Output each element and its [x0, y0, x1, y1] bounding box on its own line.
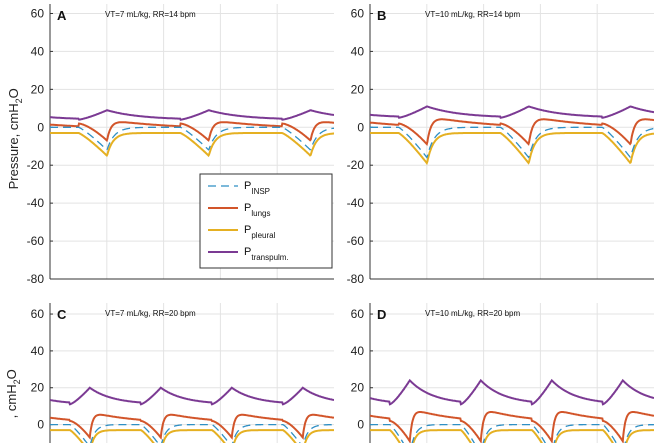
y-tick-label: 60 [31, 307, 45, 321]
legend: PINSP Plungs Ppleural Ptranspulm. [199, 173, 333, 269]
y-tick-label: -60 [27, 234, 45, 248]
series-pleural [370, 429, 654, 443]
legend-label: Ppleural [244, 224, 276, 240]
series-transpulm [50, 109, 334, 121]
panel-letter: D [377, 307, 386, 322]
panel-b: 60 40 20 0 -20 -40 -60 -80 B VT=10 mL/kg, RR=14 b… [347, 4, 654, 286]
y-tick-label: 20 [351, 381, 365, 395]
y-tick-label: 40 [31, 344, 45, 358]
panel-letter: C [57, 307, 67, 322]
y-tick-label: -20 [27, 158, 45, 172]
panel-subtitle: VT=7 mL/kg, RR=14 bpm [105, 10, 196, 19]
panel-subtitle: VT=10 mL/kg, RR=14 bpm [425, 10, 520, 19]
y-tick-label: 0 [37, 120, 44, 134]
series-insp [370, 423, 654, 443]
series-transpulm [50, 386, 334, 406]
series-lungs [50, 413, 334, 440]
plot-area [370, 4, 654, 279]
y-tick-label: 40 [351, 344, 365, 358]
legend-label: Plungs [244, 202, 270, 218]
y-tick-label: 20 [351, 82, 365, 96]
panel-c: 60 40 20 0 C VT=7 mL/kg, RR=20 bpm [31, 303, 334, 443]
y-tick-label: 0 [357, 120, 364, 134]
panel-letter: A [57, 8, 67, 23]
series-pleural [50, 132, 334, 158]
series-lungs [50, 121, 334, 143]
y-tick-label: 40 [31, 44, 45, 58]
y-tick-label: 0 [357, 418, 364, 432]
series-pleural [370, 132, 654, 166]
y-tick-label: -40 [27, 196, 45, 210]
y-tick-label: 40 [351, 44, 365, 58]
legend-label: Ptranspulm. [244, 246, 289, 262]
plot-area [370, 303, 654, 443]
y-tick-label: -20 [347, 158, 365, 172]
panel-subtitle: VT=10 mL/kg, RR=20 bpm [425, 309, 520, 318]
series-insp [50, 126, 334, 151]
y-tick-label: -80 [27, 272, 45, 286]
series-lungs [370, 118, 654, 147]
panel-subtitle: VT=7 mL/kg, RR=20 bpm [105, 309, 196, 318]
series-insp [50, 423, 334, 443]
y-tick-label: 60 [351, 6, 365, 20]
y-tick-label: -80 [347, 272, 365, 286]
series-lungs [370, 411, 654, 443]
y-tick-label: -40 [347, 196, 365, 210]
series-pleural [50, 429, 334, 443]
y-tick-label: 20 [31, 381, 45, 395]
y-tick-label: 20 [31, 82, 45, 96]
series-transpulm [370, 105, 654, 119]
panel-a: 60 40 20 0 -20 -40 -60 -80 A VT=7 mL/kg, RR=14 bp… [27, 4, 334, 286]
y-tick-label: 0 [37, 418, 44, 432]
plot-area [50, 303, 334, 443]
series-insp [370, 126, 654, 159]
series-transpulm [370, 378, 654, 406]
y-tick-label: 60 [351, 307, 365, 321]
panel-letter: B [377, 8, 386, 23]
panel-d: 60 40 20 0 D VT=10 mL/kg, RR=20 bpm [351, 303, 654, 443]
legend-label: PINSP [244, 180, 270, 196]
y-tick-label: 60 [31, 6, 45, 20]
y-tick-label: -60 [347, 234, 365, 248]
